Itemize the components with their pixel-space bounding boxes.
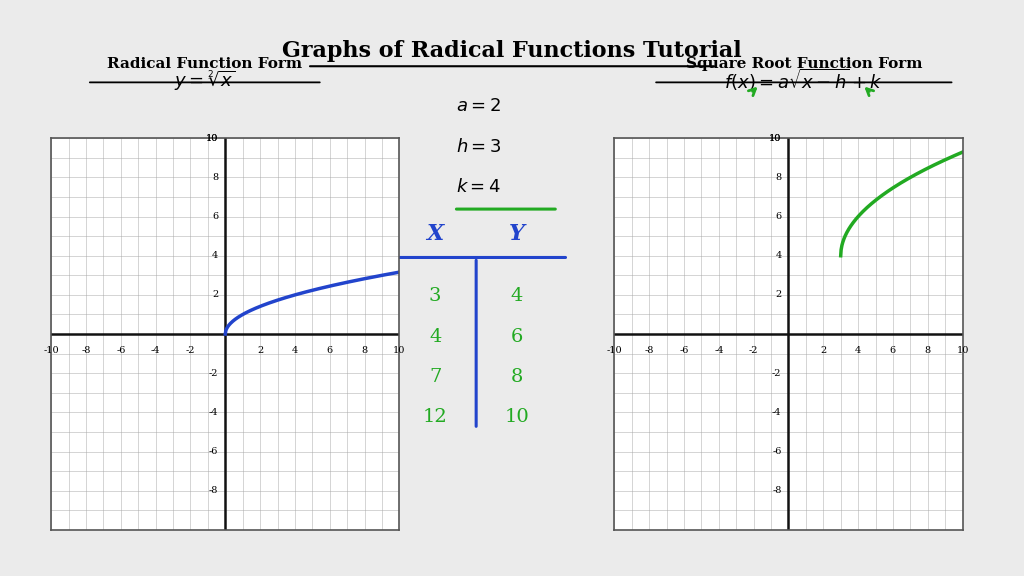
- Text: -4: -4: [151, 346, 161, 355]
- Text: 8: 8: [361, 346, 368, 355]
- Text: 6: 6: [890, 346, 896, 355]
- Text: 10: 10: [769, 134, 781, 143]
- Text: -8: -8: [772, 486, 781, 495]
- Text: 8: 8: [511, 368, 523, 386]
- Text: 8: 8: [775, 173, 781, 182]
- Text: 2: 2: [775, 290, 781, 300]
- Text: 4: 4: [292, 346, 298, 355]
- Text: 6: 6: [511, 328, 523, 346]
- Text: -10: -10: [43, 346, 59, 355]
- Text: -6: -6: [772, 447, 781, 456]
- Text: Graphs of Radical Functions Tutorial: Graphs of Radical Functions Tutorial: [283, 40, 741, 62]
- Text: 10: 10: [769, 134, 781, 143]
- Text: 4: 4: [855, 346, 861, 355]
- Text: -4: -4: [209, 408, 218, 417]
- Text: 6: 6: [775, 212, 781, 221]
- Text: Radical Function Form: Radical Function Form: [108, 57, 302, 71]
- Text: 10: 10: [956, 346, 969, 355]
- Text: 4: 4: [212, 251, 218, 260]
- Text: 4: 4: [775, 251, 781, 260]
- Text: -2: -2: [209, 369, 218, 378]
- Text: $k = 4$: $k = 4$: [456, 178, 501, 196]
- Text: -4: -4: [772, 408, 781, 417]
- Text: 4: 4: [511, 287, 523, 305]
- Text: -2: -2: [749, 346, 759, 355]
- Text: $y = \sqrt[2]{x}$: $y = \sqrt[2]{x}$: [174, 69, 236, 93]
- Text: -6: -6: [209, 447, 218, 456]
- Text: 12: 12: [423, 408, 447, 426]
- Text: Y: Y: [509, 223, 525, 245]
- Text: X: X: [427, 223, 443, 245]
- Text: 10: 10: [393, 346, 406, 355]
- Text: 2: 2: [820, 346, 826, 355]
- Text: Square Root Function Form: Square Root Function Form: [686, 57, 922, 71]
- Text: 8: 8: [212, 173, 218, 182]
- Text: 6: 6: [327, 346, 333, 355]
- Text: 8: 8: [925, 346, 931, 355]
- Text: -10: -10: [606, 346, 623, 355]
- Text: -2: -2: [772, 369, 781, 378]
- Text: 10: 10: [505, 408, 529, 426]
- Text: 4: 4: [429, 328, 441, 346]
- Text: -8: -8: [81, 346, 91, 355]
- Text: 2: 2: [212, 290, 218, 300]
- Text: $a = 2$: $a = 2$: [456, 97, 501, 115]
- Text: -8: -8: [644, 346, 654, 355]
- Text: -4: -4: [714, 346, 724, 355]
- Text: $h = 3$: $h = 3$: [456, 138, 501, 156]
- Text: 3: 3: [429, 287, 441, 305]
- Text: 2: 2: [257, 346, 263, 355]
- Text: $f(x) = a\sqrt{x - h} + k$: $f(x) = a\sqrt{x - h} + k$: [724, 67, 884, 93]
- Text: -6: -6: [679, 346, 689, 355]
- Text: -6: -6: [116, 346, 126, 355]
- Text: 10: 10: [206, 134, 218, 143]
- Text: 10: 10: [206, 134, 218, 143]
- Text: -2: -2: [185, 346, 196, 355]
- Text: 7: 7: [429, 368, 441, 386]
- Text: 6: 6: [212, 212, 218, 221]
- Text: -8: -8: [209, 486, 218, 495]
